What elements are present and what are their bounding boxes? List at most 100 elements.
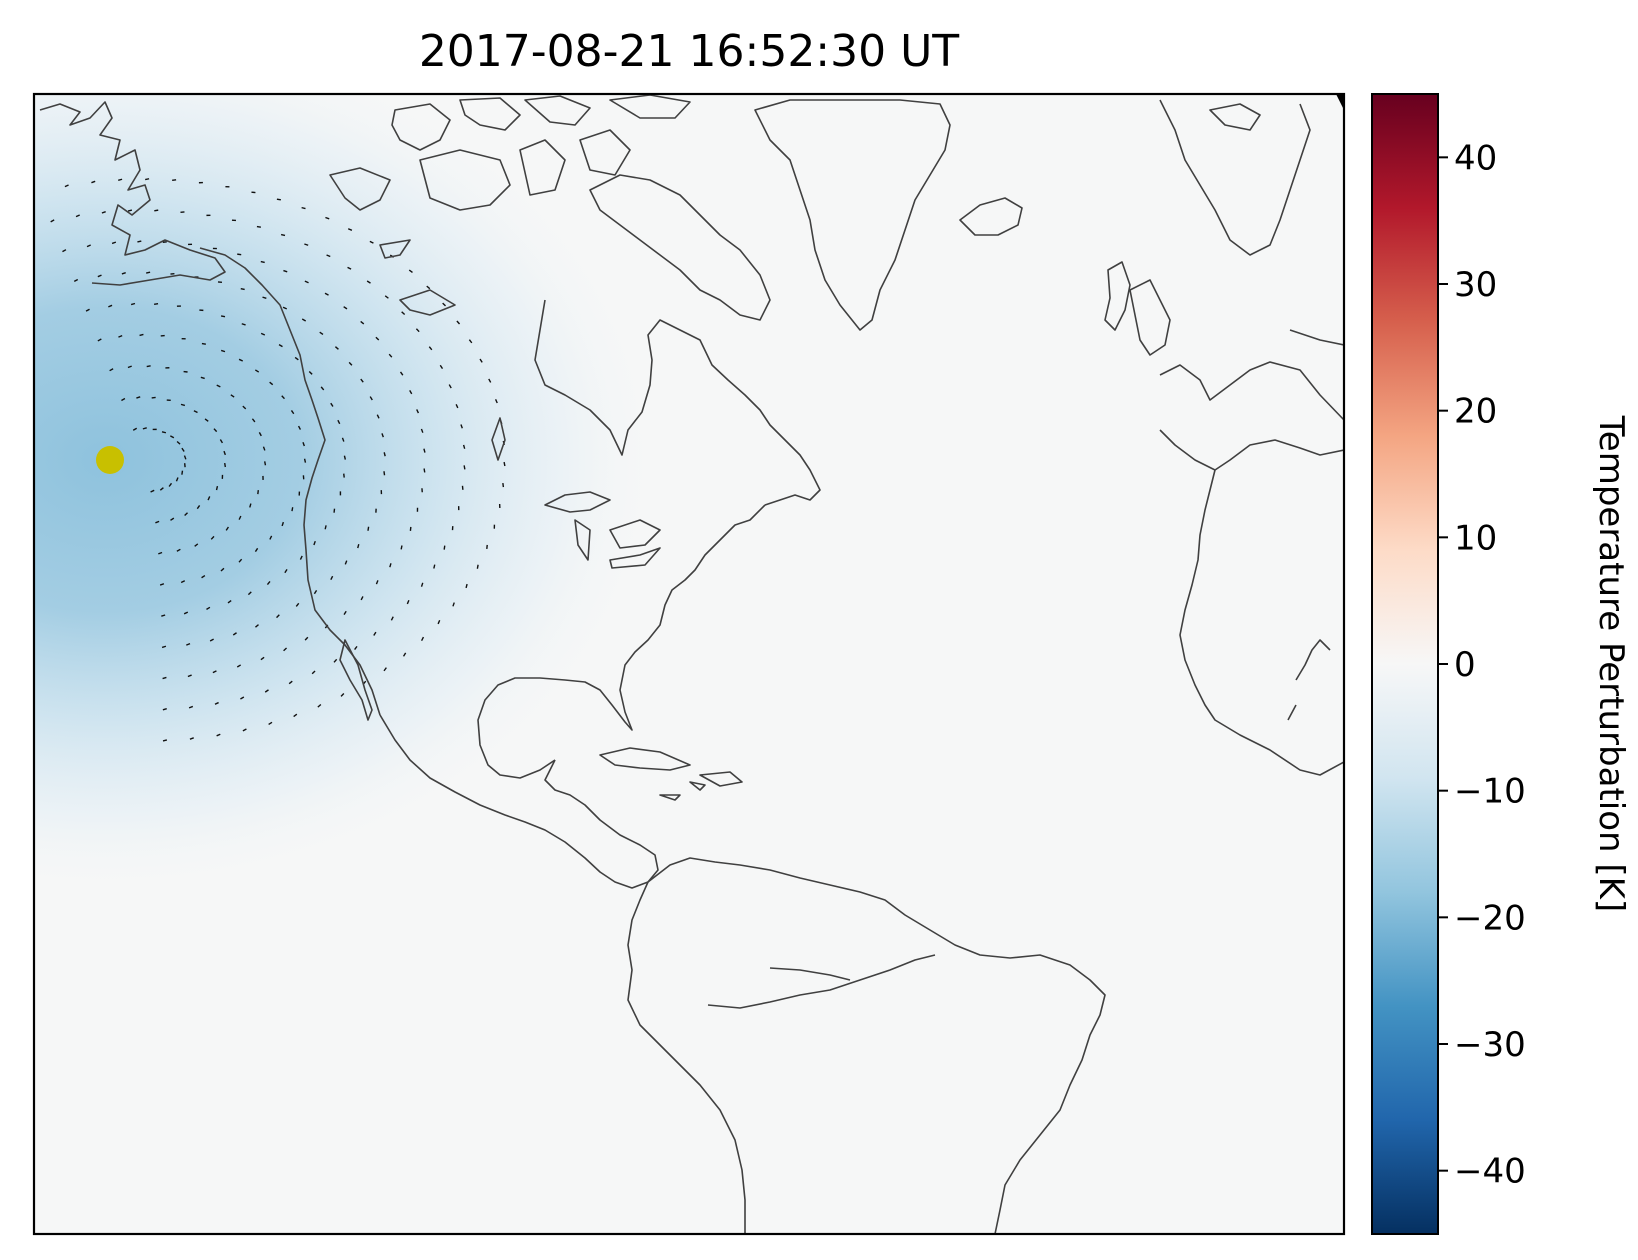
perturbation-tick	[282, 306, 288, 310]
perturbation-tick	[281, 521, 285, 527]
perturbation-tick	[91, 180, 96, 184]
colorbar-gradient	[1371, 93, 1439, 1235]
perturbation-tick	[465, 583, 468, 589]
perturbation-tick	[437, 619, 441, 625]
colorbar-tick-label: −10	[1454, 772, 1526, 812]
perturbation-tick	[260, 332, 266, 336]
coastlines	[39, 94, 1344, 1234]
perturbation-tick	[154, 209, 159, 212]
figure-title: 2017-08-21 16:52:30 UT	[419, 26, 959, 77]
perturbation-tick	[242, 728, 247, 732]
perturbation-tick	[136, 396, 141, 399]
perturbation-tick	[341, 437, 345, 442]
perturbation-tick	[276, 614, 280, 619]
coastline-baffin	[589, 174, 771, 321]
perturbation-tick	[420, 582, 424, 587]
perturbation-tick	[162, 739, 168, 742]
perturbation-tick	[162, 241, 167, 244]
perturbation-tick	[389, 563, 392, 568]
perturbation-tick	[337, 419, 341, 425]
perturbation-tick	[494, 399, 498, 404]
perturbation-tick	[375, 580, 379, 585]
perturbation-tick	[238, 358, 244, 362]
perturbation-tick	[238, 515, 242, 520]
coastline-iceland	[959, 197, 1023, 236]
perturbation-tick	[448, 384, 452, 389]
perturbation-tick	[260, 260, 265, 264]
colorbar-label: Temperature Perturbation [K]	[1591, 415, 1631, 912]
perturbation-tick	[227, 599, 232, 604]
perturbation-tick	[381, 433, 384, 438]
coastline-greenland	[754, 99, 951, 331]
perturbation-tick	[366, 280, 371, 284]
perturbation-tick	[455, 404, 459, 409]
perturbation-tick	[176, 548, 181, 552]
perturbation-tick	[161, 645, 167, 649]
perturbation-tick	[251, 418, 256, 423]
perturbation-tick	[168, 482, 173, 487]
perturbation-tick	[97, 274, 102, 278]
perturbation-tick	[320, 386, 325, 391]
perturbation-tick	[360, 320, 365, 325]
map-frame	[32, 92, 1346, 1236]
perturbation-tick	[108, 304, 113, 308]
colorbar-tick-label: 40	[1454, 138, 1497, 178]
perturbation-tick	[311, 670, 316, 675]
perturbation-tick	[132, 427, 138, 431]
perturbation-tick	[216, 384, 221, 388]
perturbation-tick	[118, 334, 123, 338]
perturbation-tick	[118, 178, 123, 182]
perturbation-tick	[283, 269, 288, 273]
perturbation-tick	[181, 447, 185, 452]
perturbation-tick	[159, 487, 164, 491]
perturbation-tick	[247, 591, 252, 596]
coastline-amazon	[707, 954, 936, 1009]
perturbation-tick	[146, 271, 151, 274]
perturbation-tick	[348, 361, 353, 366]
perturbation-tick	[111, 241, 117, 245]
perturbation-tick	[169, 435, 175, 439]
perturbation-tick	[86, 244, 91, 248]
perturbation-tick	[452, 602, 455, 607]
coastline-africa	[1159, 429, 1344, 776]
perturbation-tick	[183, 611, 189, 615]
perturbation-tick	[281, 395, 285, 400]
perturbation-tick	[240, 287, 245, 291]
perturbation-tick	[150, 489, 155, 493]
perturbation-tick	[268, 721, 273, 726]
perturbation-tick	[200, 376, 205, 380]
perturbation-tick	[390, 616, 394, 621]
perturbation-tick	[460, 424, 463, 429]
coastline-caribbean	[599, 747, 743, 801]
perturbation-tick	[297, 425, 302, 430]
perturbation-tick	[142, 427, 147, 430]
perturbation-tick	[127, 365, 132, 369]
perturbation-tick	[225, 526, 230, 531]
perturbation-tick	[262, 446, 266, 451]
coastline-central-america	[379, 714, 659, 889]
perturbation-tick	[343, 455, 347, 460]
colorbar-ticks: 40 30 20 10 0 −10 −20 −30 −40	[1438, 138, 1526, 1192]
perturbation-tick	[254, 547, 259, 553]
colorbar: 40 30 20 10 0 −10 −20 −30 −40 Temperature Pertur…	[1371, 93, 1631, 1235]
perturbation-tick	[161, 431, 167, 434]
perturbation-tick	[428, 346, 433, 351]
perturbation-tick	[402, 652, 407, 657]
perturbation-tick	[340, 693, 345, 697]
perturbation-tick	[344, 560, 348, 565]
perturbation-tick	[299, 555, 303, 560]
perturbation-tick	[343, 306, 348, 310]
perturbation-tick	[181, 470, 184, 475]
perturbation-tick	[284, 569, 288, 574]
perturbation-tick	[109, 368, 114, 372]
perturbation-tick	[64, 184, 69, 188]
perturbation-tick	[278, 343, 283, 348]
coastline-arctic-islands	[329, 94, 691, 461]
perturbation-tick	[262, 296, 267, 299]
perturbation-tick	[369, 396, 373, 401]
perturbation-tick	[276, 198, 281, 201]
perturbation-tick	[249, 503, 252, 508]
coastline-british-isles	[1104, 261, 1171, 356]
perturbation-tick	[373, 631, 377, 636]
